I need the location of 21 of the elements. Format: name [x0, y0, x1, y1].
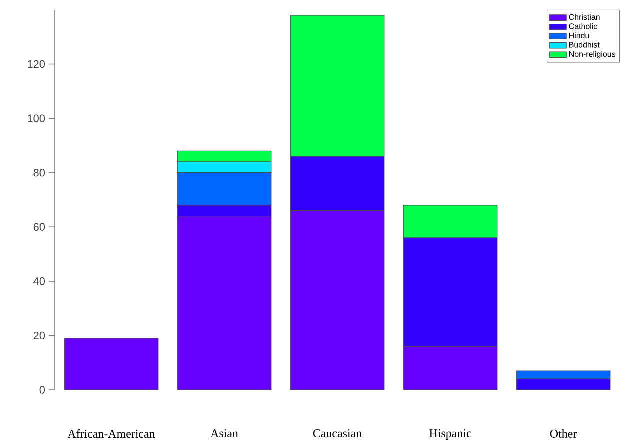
- x-tick-label: Hispanic: [430, 430, 472, 440]
- bar: [290, 156, 385, 212]
- bar: [403, 238, 498, 347]
- y-tick-label: 100: [28, 114, 46, 122]
- x-tick-label: Asian: [210, 430, 238, 438]
- y-tick-label: 120: [28, 60, 46, 68]
- bar: [516, 378, 611, 390]
- y-tick-label: 80: [34, 168, 46, 177]
- y-tick-label: 40: [34, 278, 46, 286]
- bar: [177, 205, 272, 217]
- bar: [403, 205, 498, 238]
- x-tick-label: Other: [550, 430, 578, 438]
- bar: [177, 216, 272, 390]
- x-tick-label: Caucasian: [313, 430, 362, 438]
- bar: [64, 338, 159, 390]
- y-tick-label: 20: [34, 332, 46, 340]
- y-tick-label: 60: [34, 223, 46, 232]
- bar: [403, 346, 498, 390]
- x-tick-label: African-American: [68, 430, 156, 438]
- y-tick-label: 0: [40, 386, 46, 394]
- bar: [290, 210, 385, 390]
